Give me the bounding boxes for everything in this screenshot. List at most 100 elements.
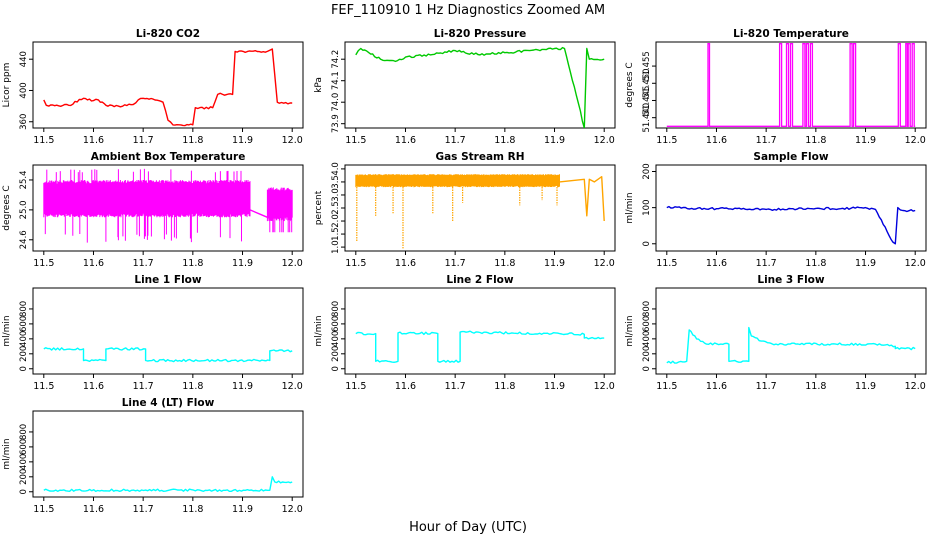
x-tick-label: 11.6: [83, 258, 104, 269]
series-line: [559, 176, 605, 222]
panel-title: Li-820 Temperature: [733, 28, 849, 40]
y-tick-label: 74.2: [331, 50, 341, 69]
x-tick-label: 11.8: [182, 135, 203, 146]
data-series: [43, 168, 293, 243]
plot-frame: [344, 41, 616, 129]
y-axis-label: ml/min: [2, 438, 12, 469]
x-tick-label: 11.7: [133, 258, 154, 269]
x-tick-label: 11.9: [232, 135, 253, 146]
figure-x-axis-label: Hour of Day (UTC): [409, 520, 527, 535]
y-tick-label: 24.6: [19, 230, 29, 249]
panel-title: Li-820 Pressure: [434, 28, 527, 40]
x-tick-label: 12.0: [282, 381, 303, 392]
x-tick-label: 11.8: [805, 135, 826, 146]
x-tick-label: 11.6: [395, 381, 416, 392]
y-tick-label: 440: [19, 51, 29, 67]
panel-1: Li-820 CO2 Licor ppm 11.5 11.6 11.7 11.8 11.9 1…: [2, 28, 304, 146]
y-tick-label: 400: [19, 454, 29, 470]
x-tick-label: 11.9: [544, 135, 565, 146]
panel-7: Line 1 Flow ml/min 11.5 11.6 11.7 11.8 11.9 12.…: [2, 274, 304, 392]
x-tick-label: 11.7: [133, 135, 154, 146]
y-tick-label: 360: [19, 114, 29, 130]
panel-title: Ambient Box Temperature: [91, 151, 246, 163]
x-tick-label: 12.0: [594, 381, 615, 392]
y-tick-label: 200: [642, 346, 652, 362]
x-tick-label: 11.5: [345, 258, 366, 269]
plot-frame: [32, 410, 304, 498]
x-tick-label: 11.6: [395, 135, 416, 146]
y-tick-label: 600: [642, 316, 652, 332]
y-tick-label: 100: [642, 200, 652, 216]
x-tick-label: 11.6: [83, 504, 104, 515]
data-series: [43, 347, 293, 363]
panel-title: Li-820 CO2: [136, 28, 200, 40]
y-tick-label: 2.0: [331, 214, 341, 228]
plot-frame: [655, 41, 927, 129]
y-tick-label: 51.445: [642, 86, 652, 116]
y-tick-label: 0: [642, 241, 652, 246]
y-axis-label: percent: [314, 190, 324, 225]
data-series: [355, 174, 605, 249]
y-tick-label: 400: [19, 331, 29, 347]
plot-frame: [655, 287, 927, 375]
x-tick-label: 11.5: [656, 381, 677, 392]
y-tick-label: 51.450: [642, 68, 652, 98]
x-tick-label: 11.8: [805, 258, 826, 269]
y-tick-label: 400: [642, 331, 652, 347]
y-tick-label: 1.0: [331, 240, 341, 254]
panel-title: Gas Stream RH: [435, 151, 524, 163]
panel-5: Gas Stream RH percent 11.5 11.6 11.7 11.8 11.9…: [314, 151, 616, 269]
y-tick-label: 600: [19, 316, 29, 332]
y-tick-label: 51.440: [642, 103, 652, 133]
x-tick-label: 11.5: [33, 135, 54, 146]
panel-title: Sample Flow: [753, 151, 828, 163]
x-tick-label: 11.8: [182, 504, 203, 515]
series-line: [43, 48, 293, 127]
x-tick-label: 11.5: [345, 135, 366, 146]
x-tick-label: 11.8: [494, 135, 515, 146]
x-tick-label: 12.0: [594, 258, 615, 269]
x-tick-label: 12.0: [905, 381, 926, 392]
y-tick-label: 3.5: [331, 175, 341, 189]
plot-frame: [32, 287, 304, 375]
y-tick-label: 400: [19, 82, 29, 98]
x-tick-label: 11.7: [756, 258, 777, 269]
panel-title: Line 2 Flow: [446, 274, 513, 286]
y-axis-label: degrees C: [625, 62, 635, 107]
plot-frame: [32, 164, 304, 252]
x-tick-label: 11.6: [395, 258, 416, 269]
data-series: [666, 43, 916, 127]
series-line: [355, 330, 605, 363]
y-tick-label: 200: [642, 163, 652, 179]
y-tick-label: 51.455: [642, 51, 652, 81]
y-tick-label: 200: [19, 346, 29, 362]
y-tick-label: 0: [642, 366, 652, 371]
panel-6: Sample Flow ml/min 11.5 11.6 11.7 11.8 11.9 12.…: [625, 151, 927, 269]
panel-4: Ambient Box Temperature degrees C 11.5 11.6…: [2, 151, 304, 269]
x-tick-label: 11.8: [494, 258, 515, 269]
x-tick-label: 11.6: [83, 135, 104, 146]
y-axis-label: ml/min: [625, 315, 635, 346]
y-axis-label: ml/min: [2, 315, 12, 346]
x-tick-label: 12.0: [594, 135, 615, 146]
plot-frame: [344, 287, 616, 375]
plot-frame: [32, 41, 304, 129]
y-axis-label: Licor ppm: [2, 63, 12, 108]
data-series: [355, 330, 605, 363]
x-tick-label: 11.6: [706, 381, 727, 392]
data-series: [355, 46, 605, 128]
y-tick-label: 600: [19, 439, 29, 455]
x-tick-label: 11.7: [756, 135, 777, 146]
y-tick-label: 25.0: [19, 200, 29, 219]
y-tick-label: 74.0: [331, 93, 341, 112]
panel-2: Li-820 Pressure kPa 11.5 11.6 11.7 11.8 11.9 12…: [314, 28, 616, 146]
y-tick-label: 800: [19, 424, 29, 440]
x-tick-label: 12.0: [905, 135, 926, 146]
x-tick-label: 11.7: [133, 381, 154, 392]
series-line: [666, 205, 916, 245]
y-tick-label: 3.0: [331, 188, 341, 202]
x-tick-label: 12.0: [282, 258, 303, 269]
panel-title: Line 1 Flow: [134, 274, 201, 286]
panel-10: Line 4 (LT) Flow ml/min 11.5 11.6 11.7 11.8 11…: [2, 397, 304, 515]
